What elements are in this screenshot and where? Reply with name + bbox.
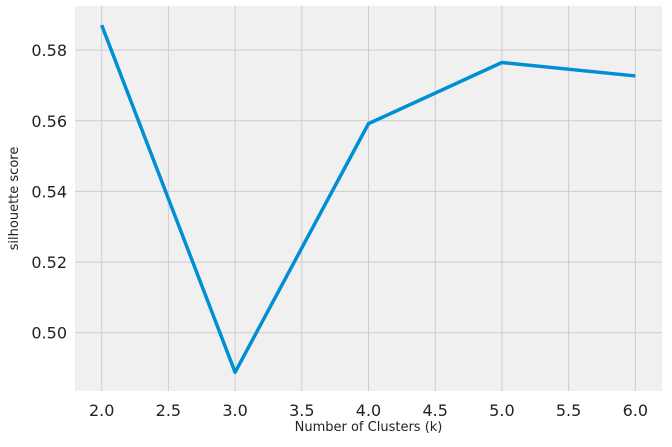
y-tick-label: 0.58: [31, 41, 67, 60]
y-tick-label: 0.54: [31, 182, 67, 201]
x-tick-label: 5.0: [489, 401, 514, 420]
x-tick-label: 3.0: [222, 401, 247, 420]
x-axis-title: Number of Clusters (k): [295, 420, 443, 435]
series-line: [100, 24, 636, 375]
x-tick-label: 4.0: [356, 401, 381, 420]
x-tick-label: 3.5: [289, 401, 314, 420]
y-axis-title: silhouette score: [7, 147, 22, 251]
x-tick-labels: 2.0 2.5 3.0 3.5 4.0 4.5 5.0 5.5 6.0: [89, 401, 648, 420]
y-tick-labels: 0.50 0.52 0.54 0.56 0.58: [31, 41, 67, 343]
x-tick-label: 5.5: [556, 401, 581, 420]
y-tick-label: 0.56: [31, 112, 67, 131]
y-tick-label: 0.50: [31, 324, 67, 343]
x-tick-label: 2.0: [89, 401, 114, 420]
x-tick-label: 2.5: [156, 401, 181, 420]
x-tick-label: 6.0: [623, 401, 648, 420]
y-tick-label: 0.52: [31, 253, 67, 272]
x-tick-label: 4.5: [422, 401, 447, 420]
